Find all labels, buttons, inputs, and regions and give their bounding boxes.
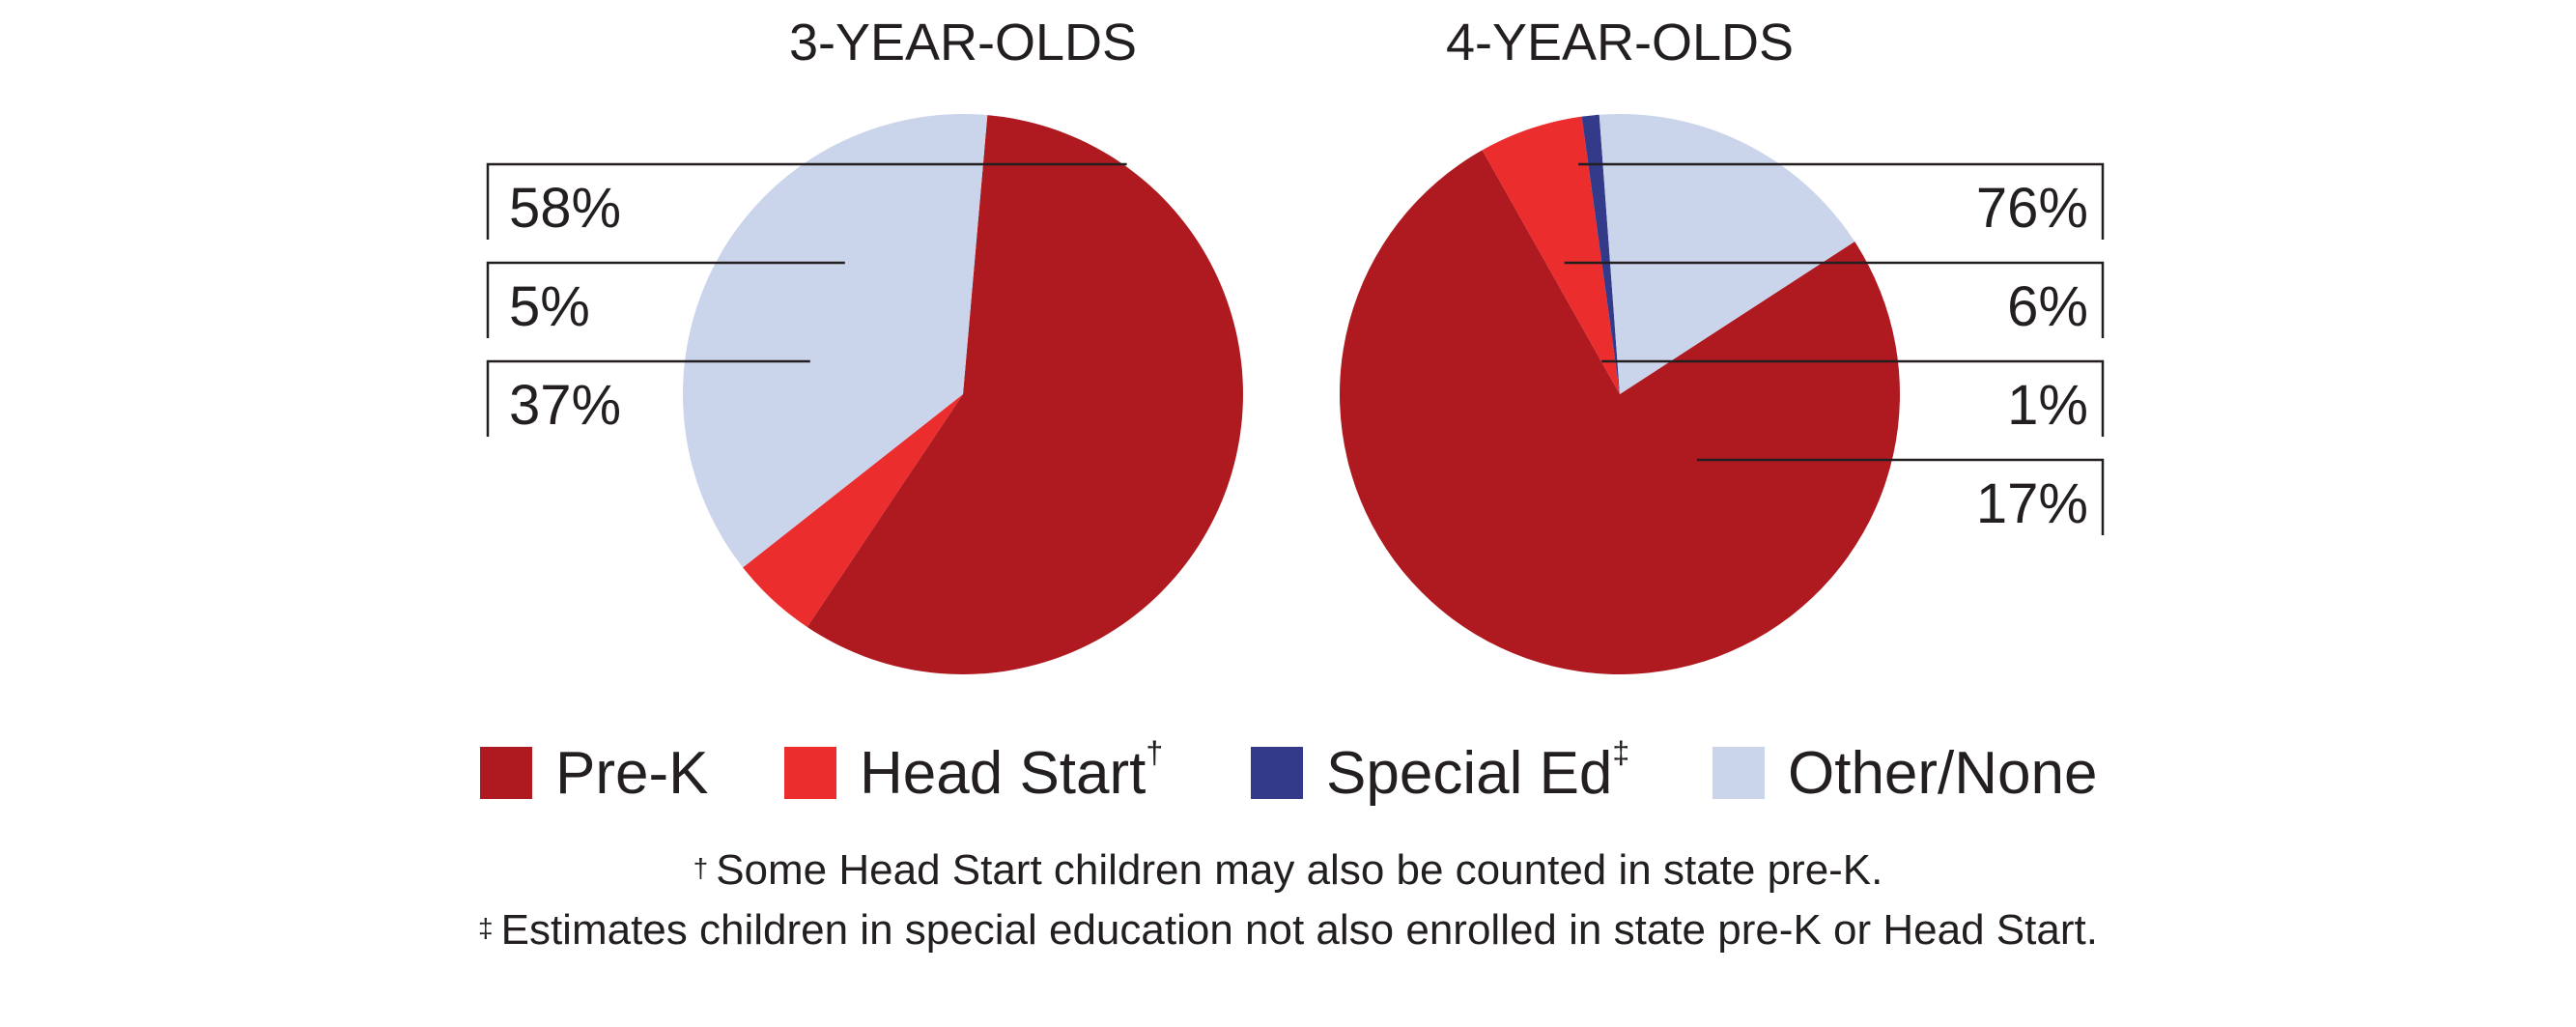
legend-label-head-start: Head Start†	[860, 734, 1164, 807]
legend-swatch-pre-k	[480, 747, 532, 799]
legend-item-head-start: Head Start†	[784, 734, 1163, 812]
data-label-head-start: 5%	[509, 275, 590, 338]
footnote-dagger-mark: †	[693, 853, 709, 883]
legend-swatch-other-none	[1713, 747, 1765, 799]
pie-slice-head-start	[743, 394, 963, 627]
legend-swatch-head-start	[784, 747, 836, 799]
legend-item-special-ed: Special Ed‡	[1251, 734, 1629, 812]
data-label-pre-k: 76%	[1976, 177, 2088, 240]
data-label-other-none: 17%	[1976, 472, 2088, 535]
leader-line-head-start	[486, 261, 845, 338]
leader-line-special-ed	[1601, 359, 2105, 437]
chart-title-3-year-olds: 3-YEAR-OLDS	[789, 14, 1137, 71]
chart-title-4-year-olds: 4-YEAR-OLDS	[1446, 14, 1794, 71]
legend-item-pre-k: Pre-K	[480, 734, 708, 812]
leader-line-other-none	[1696, 458, 2105, 535]
legend-label-special-ed: Special Ed‡	[1326, 734, 1630, 807]
data-label-head-start: 6%	[2007, 275, 2088, 338]
footnotes: † Some Head Start children may also be co…	[0, 841, 2576, 960]
leader-line-pre-k	[486, 162, 1127, 240]
leader-line-pre-k	[1578, 162, 2105, 240]
pie-slice-head-start	[1482, 116, 1620, 395]
legend-label-pre-k: Pre-K	[555, 739, 709, 807]
footnote-special-ed-text: Estimates children in special education …	[500, 906, 2098, 954]
leader-line-head-start	[1564, 261, 2105, 338]
callouts-3-year-olds: 58% 5% 37%	[486, 162, 1127, 437]
footnote-special-ed: ‡ Estimates children in special education…	[0, 900, 2576, 960]
data-label-pre-k: 58%	[509, 177, 621, 240]
pie-chart-4-year-olds	[1340, 114, 1901, 675]
pie-chart-3-year-olds	[682, 113, 1243, 674]
footnote-head-start-text: Some Head Start children may also be cou…	[716, 846, 1883, 894]
pie-slice-other-none	[682, 113, 988, 568]
data-label-other-none: 37%	[509, 374, 621, 437]
legend: Pre-K Head Start† Special Ed‡ Other/None	[0, 734, 2576, 812]
legend-swatch-special-ed	[1251, 747, 1303, 799]
legend-item-other-none: Other/None	[1713, 734, 2098, 812]
footnote-head-start: † Some Head Start children may also be co…	[0, 841, 2576, 900]
leader-line-other-none	[486, 359, 810, 437]
pie-slice-other-none	[1599, 114, 1855, 395]
pie-slice-special-ed	[1581, 114, 1620, 394]
pie-slice-pre-k	[1340, 150, 1901, 675]
footnote-double-dagger-mark: ‡	[478, 913, 494, 943]
callouts-4-year-olds: 76% 6% 1% 17%	[1564, 162, 2105, 535]
pie-slice-pre-k	[807, 115, 1243, 674]
data-label-special-ed: 1%	[2007, 374, 2088, 437]
legend-label-other-none: Other/None	[1788, 739, 2098, 807]
